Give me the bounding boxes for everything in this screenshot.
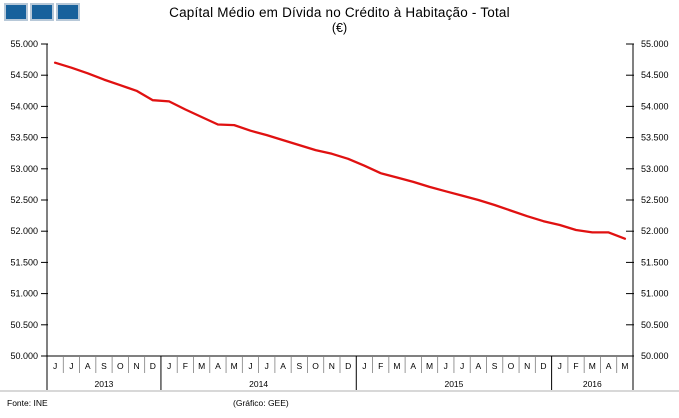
y-axis-tick-label-right: 52.000 [641,226,669,236]
y-axis-tick-label-right: 55.000 [641,39,669,49]
y-axis-tick-label-left: 51.000 [10,289,38,299]
month-tick-label: N [329,361,335,371]
month-tick-label: J [69,361,73,371]
year-tick-label: 2013 [95,379,114,389]
month-tick-label: O [508,361,515,371]
month-tick-label: J [265,361,269,371]
month-tick-label: J [558,361,562,371]
month-tick-label: O [312,361,319,371]
month-tick-label: A [410,361,416,371]
y-axis-tick-label-left: 51.500 [10,257,38,267]
month-tick-label: S [101,361,107,371]
month-tick-label: M [231,361,238,371]
y-axis-tick-label-left: 52.500 [10,195,38,205]
chart-title-unit: (€) [331,21,348,35]
source-note: Fonte: INE [7,398,48,408]
year-tick-label: 2015 [444,379,463,389]
month-tick-label: D [150,361,156,371]
y-axis-tick-label-left: 55.000 [10,39,38,49]
logo-square-icon [30,3,54,21]
month-tick-label: A [606,361,612,371]
month-tick-label: J [460,361,464,371]
year-tick-label: 2014 [249,379,268,389]
month-tick-label: S [296,361,302,371]
y-axis-tick-label-right: 50.000 [641,351,669,361]
month-tick-label: J [444,361,448,371]
y-axis-tick-label-right: 53.000 [641,164,669,174]
month-tick-label: J [248,361,252,371]
logo-square-icon [56,3,80,21]
month-tick-label: A [476,361,482,371]
month-tick-label: J [53,361,57,371]
month-tick-label: A [215,361,221,371]
y-axis-tick-label-right: 52.500 [641,195,669,205]
y-axis-tick-label-left: 54.000 [10,101,38,111]
month-tick-label: M [393,361,400,371]
month-tick-label: O [117,361,124,371]
month-tick-label: M [198,361,205,371]
month-tick-label: F [573,361,578,371]
y-axis-tick-label-right: 50.500 [641,320,669,330]
y-axis-tick-label-left: 50.500 [10,320,38,330]
chart-title: Capítal Médio em Dívida no Crédito à Hab… [169,5,510,20]
month-tick-label: A [280,361,286,371]
month-tick-label: J [167,361,171,371]
month-tick-label: M [589,361,596,371]
month-tick-label: F [378,361,383,371]
y-axis-tick-label-right: 54.500 [641,70,669,80]
month-tick-label: S [492,361,498,371]
y-axis-tick-label-right: 51.500 [641,257,669,267]
y-axis-tick-label-right: 51.000 [641,289,669,299]
month-tick-label: M [621,361,628,371]
ine-logo [4,3,80,21]
month-tick-label: A [85,361,91,371]
month-tick-label: N [133,361,139,371]
month-tick-label: F [183,361,188,371]
month-tick-label: D [540,361,546,371]
month-tick-label: N [524,361,530,371]
y-axis-tick-label-right: 53.500 [641,133,669,143]
y-axis-tick-label-left: 50.000 [10,351,38,361]
y-axis-tick-label-left: 54.500 [10,70,38,80]
credit-note: (Gráfico: GEE) [233,398,289,408]
y-axis-tick-label-left: 53.000 [10,164,38,174]
y-axis-tick-label-left: 52.000 [10,226,38,236]
chart-title-block: Capítal Médio em Dívida no Crédito à Hab… [0,5,679,35]
y-axis-tick-label-right: 54.000 [641,101,669,111]
month-tick-label: J [362,361,366,371]
logo-square-icon [4,3,28,21]
y-axis-tick-label-left: 53.500 [10,133,38,143]
data-line [53,61,627,240]
month-tick-label: M [426,361,433,371]
month-tick-label: D [345,361,351,371]
year-tick-label: 2016 [583,379,602,389]
